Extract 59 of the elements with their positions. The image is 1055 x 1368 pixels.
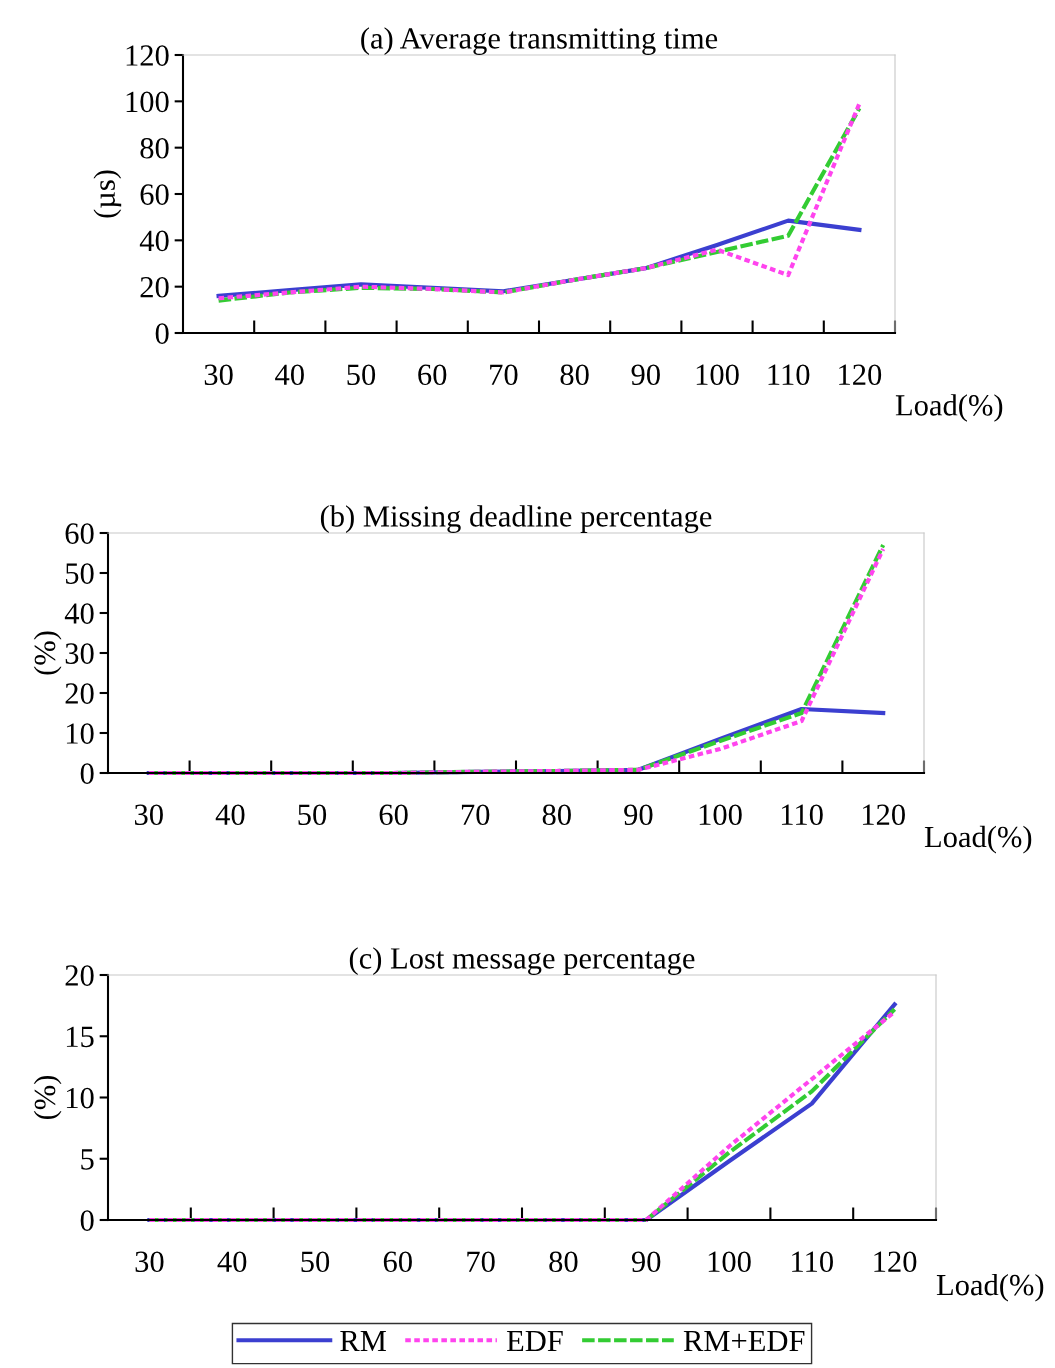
x-tick-label: 120 — [862, 804, 905, 826]
x-axis-title: Load(%) — [936, 1273, 1044, 1302]
x-tick-label: 100 — [699, 804, 742, 826]
x-tick-label: 40 — [217, 1251, 247, 1273]
legend-label: EDF — [506, 1330, 563, 1352]
x-tick-label: 100 — [696, 364, 739, 386]
x-axis-title: Load(%) — [895, 394, 1003, 422]
y-tick-label: 60 — [140, 184, 169, 205]
x-tick-label: 40 — [275, 364, 304, 386]
x-tick-label: 110 — [768, 364, 810, 386]
y-tick-label: 10 — [66, 723, 94, 744]
chart-title: (b) Missing deadline percentage — [320, 505, 712, 533]
y-axis-title: (µs) — [93, 170, 122, 218]
x-tick-label: 70 — [490, 364, 518, 386]
x-tick-label: 120 — [839, 364, 882, 386]
x-tick-label: 110 — [781, 804, 823, 826]
y-tick-label: 0 — [80, 1210, 94, 1231]
y-tick-label: 20 — [65, 965, 94, 986]
y-tick-label: 100 — [126, 91, 169, 113]
x-tick-label: 70 — [467, 1251, 495, 1273]
x-axis-title: Load(%) — [924, 825, 1032, 854]
x-tick-label: 90 — [624, 804, 653, 826]
y-tick-label: 0 — [80, 763, 94, 784]
x-tick-label: 30 — [204, 364, 233, 386]
chart-title: (c) Lost message percentage — [349, 947, 695, 975]
y-tick-label: 20 — [65, 683, 94, 704]
y-tick-label: 60 — [65, 523, 94, 544]
x-tick-label: 80 — [549, 1251, 578, 1273]
y-tick-label: 40 — [139, 230, 169, 252]
x-tick-label: 110 — [792, 1251, 833, 1273]
x-tick-label: 50 — [347, 364, 376, 386]
x-tick-label: 70 — [461, 804, 490, 826]
x-tick-label: 90 — [631, 1251, 661, 1273]
x-tick-label: 50 — [301, 1251, 330, 1273]
x-tick-label: 100 — [708, 1251, 751, 1273]
x-tick-label: 90 — [631, 364, 660, 386]
y-tick-label: 80 — [140, 137, 169, 159]
y-tick-label: 120 — [126, 45, 169, 66]
x-tick-label: 80 — [542, 804, 571, 826]
legend-label: RM — [340, 1330, 387, 1351]
x-tick-label: 60 — [379, 804, 408, 826]
y-axis-title: (%) — [33, 631, 62, 675]
x-tick-label: 60 — [383, 1251, 412, 1273]
y-tick-label: 10 — [66, 1087, 94, 1109]
y-tick-label: 50 — [66, 563, 94, 584]
y-tick-label: 40 — [64, 603, 94, 624]
legend-label: RM+EDF — [683, 1330, 805, 1352]
chart-title: (a) Average transmitting time — [361, 27, 718, 55]
y-tick-label: 20 — [140, 276, 169, 298]
x-tick-label: 60 — [418, 364, 447, 386]
y-tick-label: 5 — [81, 1149, 94, 1170]
y-axis-title: (%) — [33, 1075, 62, 1120]
x-tick-label: 40 — [215, 804, 245, 826]
y-tick-label: 0 — [155, 323, 169, 344]
x-tick-label: 50 — [298, 804, 327, 826]
x-tick-label: 80 — [560, 364, 589, 386]
y-tick-label: 30 — [65, 643, 94, 664]
x-tick-label: 120 — [874, 1251, 917, 1273]
y-tick-label: 15 — [66, 1026, 94, 1048]
